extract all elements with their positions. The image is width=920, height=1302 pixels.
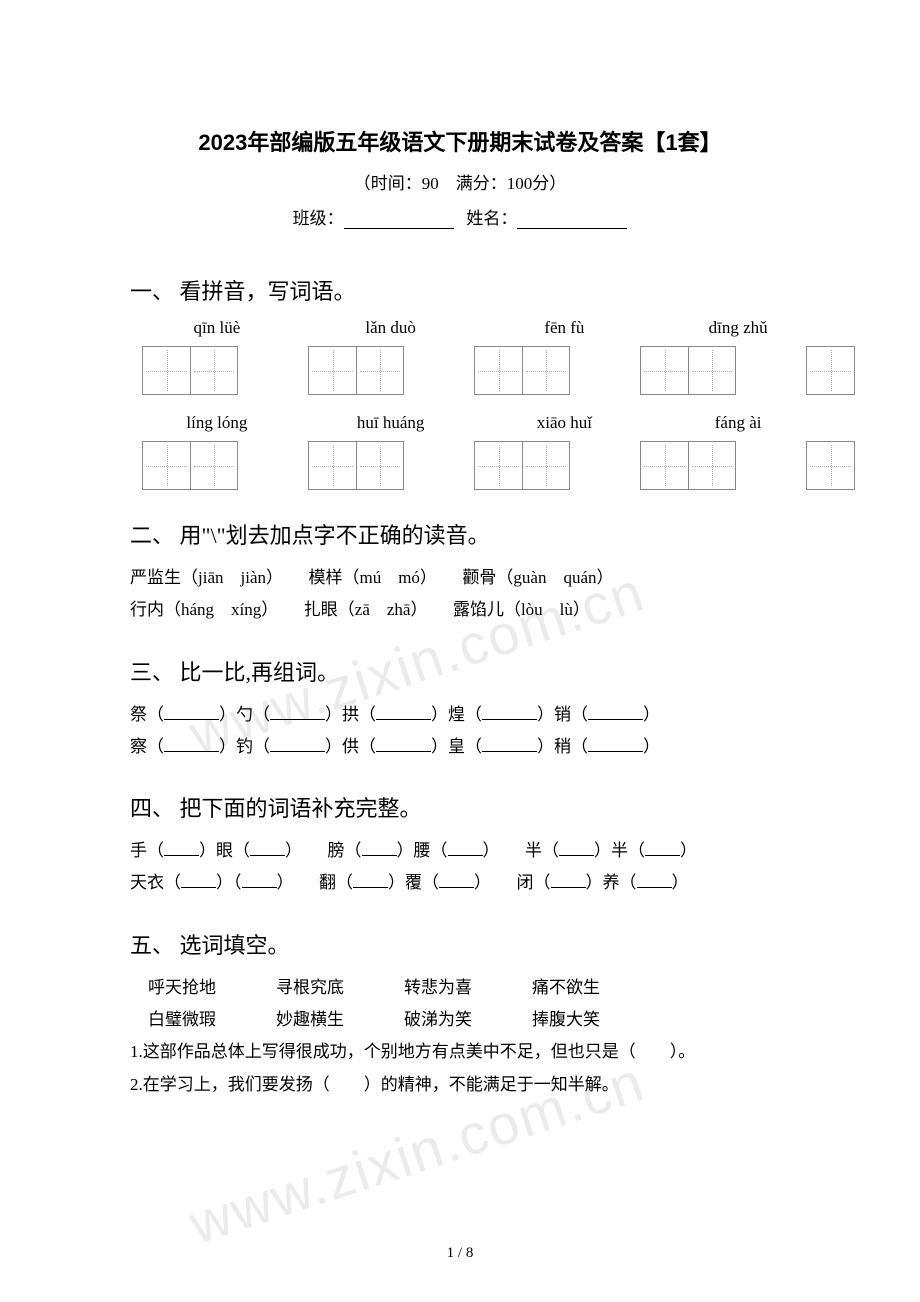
pinyin-item: fēn fù (513, 318, 617, 338)
pinyin-row-1: qīn lüè lǎn duò fēn fù dīng zhǔ (130, 318, 790, 338)
char: 养 (603, 873, 620, 892)
class-label: 班级： (293, 209, 344, 228)
char-box-pair (640, 346, 736, 395)
char-box-pair (308, 346, 404, 395)
char-box-pair (474, 346, 570, 395)
char-box-pair (308, 441, 404, 490)
char: 翻 (319, 873, 336, 892)
char: 眼 (216, 841, 233, 860)
char: 皇 (448, 737, 465, 756)
char: 腰 (414, 841, 431, 860)
char: 手 (130, 841, 147, 860)
char: 膀 (328, 841, 345, 860)
section3-row1: 祭（）勺（）拱（）煌（）销（） (130, 699, 790, 731)
word-item: 转悲为喜 (404, 972, 472, 1004)
char: 煌 (448, 705, 465, 724)
section2-line2: 行内（háng xíng） 扎眼（zā zhā） 露馅儿（lòu lù） (130, 594, 790, 626)
page-number: 1 / 8 (0, 1245, 920, 1262)
subtitle: （时间：90 满分：100分） (130, 169, 790, 194)
pinyin-item: dīng zhǔ (686, 318, 790, 338)
word-item: 呼天抢地 (148, 972, 216, 1004)
char: 半 (611, 841, 628, 860)
section2-heading: 二、 用"\"划去加点字不正确的读音。 (130, 518, 790, 550)
word-item: 白璧微瑕 (148, 1004, 216, 1036)
section5-words1: 呼天抢地 寻根究底 转悲为喜 痛不欲生 (130, 972, 790, 1004)
char-box-single (806, 346, 855, 395)
name-blank (517, 228, 627, 229)
char: 闭 (517, 873, 534, 892)
char-box-pair (142, 346, 238, 395)
section5-q1: 1.这部作品总体上写得很成功，个别地方有点美中不足，但也只是（ ）。 (130, 1036, 790, 1068)
section1-heading: 一、 看拼音，写词语。 (130, 274, 790, 306)
pinyin-item: qīn lüè (165, 318, 269, 338)
section2-line1: 严监生（jiān jiàn） 模样（mú mó） 颧骨（guàn quán） (130, 562, 790, 594)
name-label: 姓名： (466, 209, 517, 228)
char: 销 (554, 705, 571, 724)
box-row-2 (130, 441, 790, 490)
pinyin-item: líng lóng (165, 413, 269, 433)
char-box-pair (142, 441, 238, 490)
section3-heading: 三、 比一比,再组词。 (130, 655, 790, 687)
box-row-1 (130, 346, 790, 395)
char: 稍 (554, 737, 571, 756)
char: 天衣 (130, 873, 164, 892)
word-item: 妙趣横生 (276, 1004, 344, 1036)
section4-heading: 四、 把下面的词语补充完整。 (130, 791, 790, 823)
pinyin-item: fáng ài (686, 413, 790, 433)
section5-q2: 2.在学习上，我们要发扬（ ）的精神，不能满足于一知半解。 (130, 1069, 790, 1101)
char: 覆 (405, 873, 422, 892)
class-blank (344, 228, 454, 229)
char: 勺 (236, 705, 253, 724)
char-box-pair (474, 441, 570, 490)
char-box-single (806, 441, 855, 490)
class-name-line: 班级： 姓名： (130, 204, 790, 229)
char: 钓 (236, 737, 253, 756)
word-item: 痛不欲生 (532, 972, 600, 1004)
word-item: 寻根究底 (276, 972, 344, 1004)
pinyin-item: huī huáng (339, 413, 443, 433)
word-item: 破涕为笑 (404, 1004, 472, 1036)
page-title: 2023年部编版五年级语文下册期末试卷及答案【1套】 (130, 125, 790, 157)
char: 拱 (342, 705, 359, 724)
section4-row2: 天衣（）（） 翻（）覆（） 闭（）养（） (130, 867, 790, 899)
char: 半 (525, 841, 542, 860)
char-box-pair (640, 441, 736, 490)
char: 察 (130, 737, 147, 756)
char: 供 (342, 737, 359, 756)
char: 祭 (130, 705, 147, 724)
pinyin-item: xiāo huǐ (513, 413, 617, 433)
pinyin-item: lǎn duò (339, 318, 443, 338)
section4-row1: 手（）眼（） 膀（）腰（） 半（）半（） (130, 835, 790, 867)
pinyin-row-2: líng lóng huī huáng xiāo huǐ fáng ài (130, 413, 790, 433)
word-item: 捧腹大笑 (532, 1004, 600, 1036)
section5-words2: 白璧微瑕 妙趣横生 破涕为笑 捧腹大笑 (130, 1004, 790, 1036)
section5-heading: 五、 选词填空。 (130, 928, 790, 960)
section3-row2: 察（）钓（）供（）皇（）稍（） (130, 731, 790, 763)
